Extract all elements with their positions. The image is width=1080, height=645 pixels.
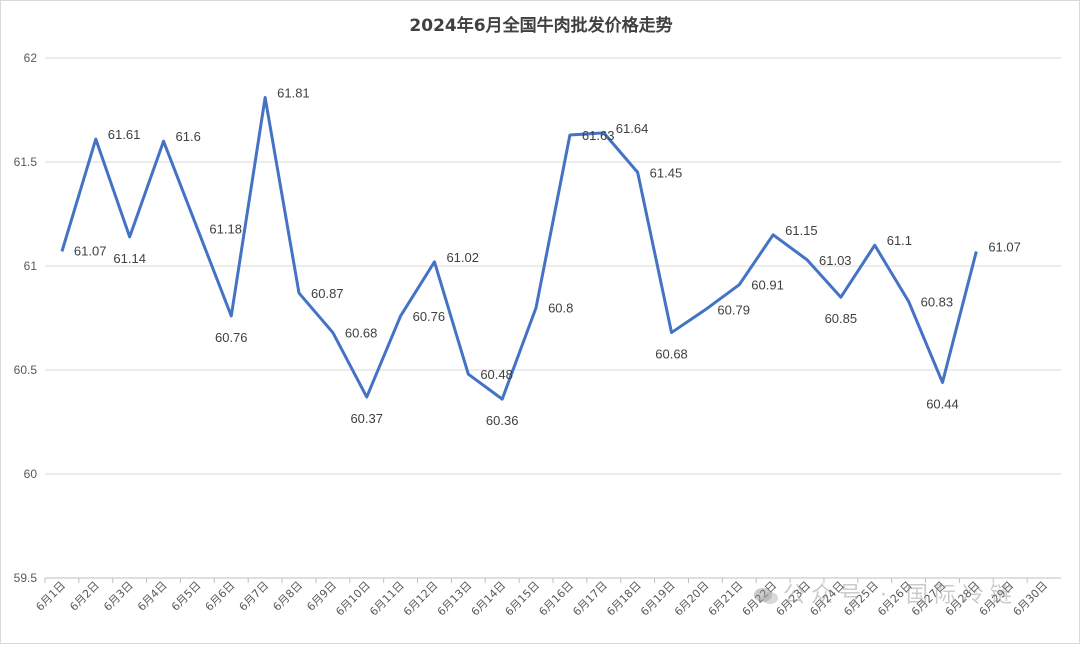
x-tick-label: 6月7日 bbox=[237, 579, 272, 614]
x-tick-label: 6月25日 bbox=[841, 579, 881, 619]
x-tick-label: 6月5日 bbox=[169, 579, 204, 614]
x-tick-label: 6月8日 bbox=[270, 579, 305, 614]
data-label: 60.44 bbox=[926, 396, 959, 411]
data-label: 60.68 bbox=[345, 326, 378, 341]
y-tick-label: 62 bbox=[24, 51, 38, 65]
data-label: 61.61 bbox=[108, 127, 141, 142]
data-label: 61.02 bbox=[446, 250, 479, 265]
data-label: 61.15 bbox=[785, 223, 818, 238]
x-axis-ticks: 6月1日 6月2日 6月3日 6月4日 6月5日 6月6日 6月7日 6月8日 6月9日6月10… bbox=[33, 578, 1050, 619]
x-tick-label: 6月4日 bbox=[135, 579, 170, 614]
data-label: 61.1 bbox=[887, 233, 912, 248]
x-tick-label: 6月20日 bbox=[672, 579, 712, 619]
data-label: 61.63 bbox=[582, 128, 615, 143]
x-tick-label: 6月12日 bbox=[401, 579, 441, 619]
x-tick-label: 6月1日 bbox=[33, 579, 68, 614]
data-label: 60.76 bbox=[413, 309, 446, 324]
data-label: 60.36 bbox=[486, 413, 519, 428]
data-label: 60.79 bbox=[717, 303, 750, 318]
x-tick-label: 6月30日 bbox=[1011, 579, 1051, 619]
data-labels: 61.07 61.61 61.14 61.6 61.18 60.76 61.81 60.87 6… bbox=[74, 86, 1021, 429]
data-label: 61.07 bbox=[988, 239, 1021, 254]
data-label: 61.18 bbox=[209, 222, 242, 237]
x-tick-label: 6月29日 bbox=[977, 579, 1017, 619]
data-label: 60.8 bbox=[548, 301, 573, 316]
x-tick-label: 6月21日 bbox=[706, 579, 746, 619]
data-label: 60.48 bbox=[480, 367, 513, 382]
x-tick-label: 6月10日 bbox=[333, 579, 373, 619]
y-tick-label: 59.5 bbox=[14, 571, 38, 585]
x-tick-label: 6月24日 bbox=[807, 579, 847, 619]
chart-title: 2024年6月全国牛肉批发价格走势 bbox=[409, 16, 673, 36]
data-label: 61.14 bbox=[113, 251, 146, 266]
x-tick-label: 6月26日 bbox=[875, 579, 915, 619]
data-label: 61.64 bbox=[616, 121, 649, 136]
x-tick-label: 6月19日 bbox=[638, 579, 678, 619]
x-tick-label: 6月2日 bbox=[67, 579, 102, 614]
data-label: 60.87 bbox=[311, 286, 344, 301]
x-tick-label: 6月13日 bbox=[435, 579, 475, 619]
x-tick-label: 6月23日 bbox=[774, 579, 814, 619]
x-tick-label: 6月22日 bbox=[740, 579, 780, 619]
y-tick-label: 61.5 bbox=[14, 155, 38, 169]
data-label: 61.07 bbox=[74, 243, 107, 258]
x-tick-label: 6月15日 bbox=[503, 579, 543, 619]
data-label: 61.45 bbox=[650, 165, 683, 180]
data-label: 61.6 bbox=[176, 129, 201, 144]
x-tick-label: 6月28日 bbox=[943, 579, 983, 619]
data-label: 60.68 bbox=[655, 347, 688, 362]
y-tick-label: 60.5 bbox=[14, 363, 38, 377]
y-tick-label: 60 bbox=[24, 467, 38, 481]
x-tick-label: 6月16日 bbox=[536, 579, 576, 619]
data-label: 60.76 bbox=[215, 330, 248, 345]
data-label: 60.83 bbox=[921, 294, 954, 309]
y-tick-label: 61 bbox=[24, 259, 38, 273]
data-label: 60.37 bbox=[350, 411, 383, 426]
x-tick-label: 6月11日 bbox=[367, 579, 407, 619]
x-tick-label: 6月3日 bbox=[101, 579, 136, 614]
x-tick-label: 6月27日 bbox=[909, 579, 949, 619]
x-tick-label: 6月18日 bbox=[604, 579, 644, 619]
data-label: 60.85 bbox=[825, 311, 858, 326]
data-label: 60.91 bbox=[751, 278, 784, 293]
series-line bbox=[60, 96, 978, 401]
x-tick-label: 6月14日 bbox=[469, 579, 509, 619]
data-label: 61.81 bbox=[277, 86, 310, 101]
series-line-layer bbox=[60, 96, 978, 401]
data-label: 61.03 bbox=[819, 253, 852, 268]
x-tick-label: 6月6日 bbox=[203, 579, 238, 614]
y-axis-ticks: 59.5 60 60.5 61 61.5 62 bbox=[14, 51, 38, 585]
x-tick-label: 6月17日 bbox=[570, 579, 610, 619]
